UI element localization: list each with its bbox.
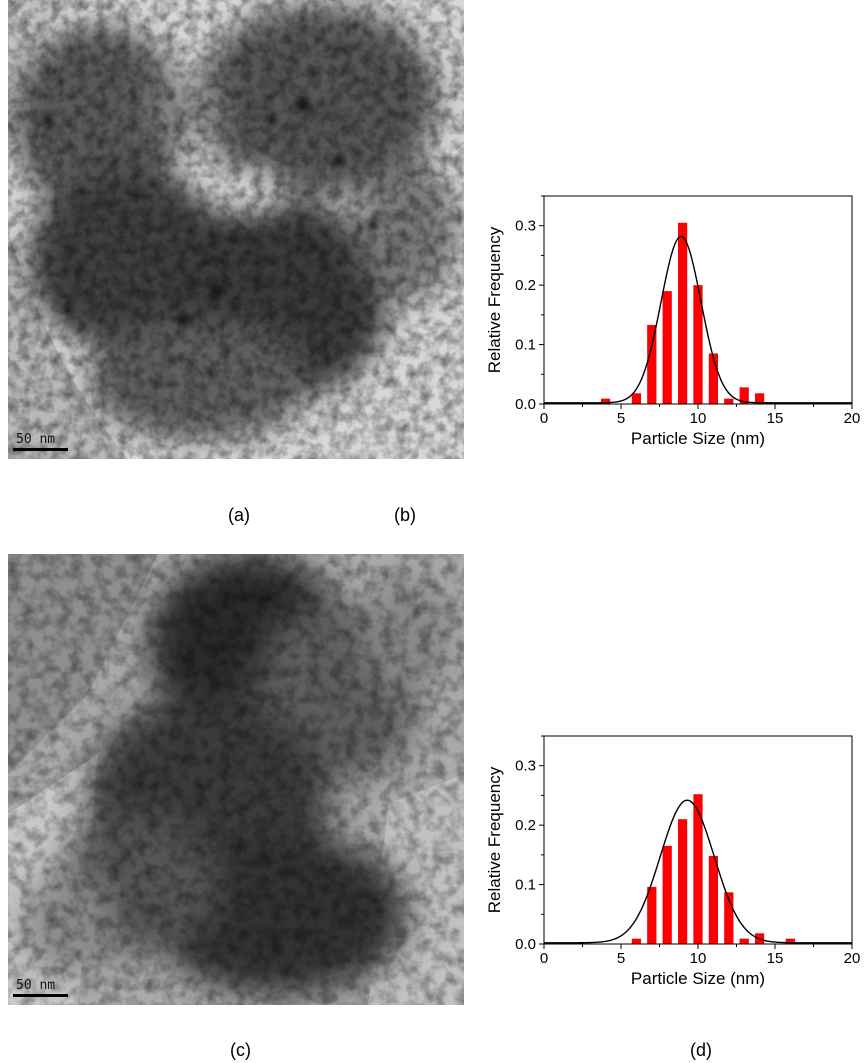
bar-d-8 <box>662 845 672 944</box>
bar-b-8 <box>662 291 672 404</box>
x-tick-label-b: 15 <box>767 410 784 427</box>
tem-micrograph-c <box>8 554 464 1005</box>
x-tick-label-d: 20 <box>844 950 861 967</box>
bar-d-13 <box>739 938 749 944</box>
scale-bar-a: 50 nm <box>13 432 68 451</box>
panel-label-a: (a) <box>228 505 250 525</box>
bar-b-7 <box>647 324 657 404</box>
bar-d-10 <box>693 794 703 944</box>
panel-label-d: (d) <box>690 1040 712 1060</box>
fit-curve-b <box>544 235 852 404</box>
bar-d-16 <box>785 938 796 944</box>
bar-b-4 <box>600 398 611 404</box>
bar-d-7 <box>647 886 657 944</box>
y-tick-label-d: 0.1 <box>515 877 536 894</box>
y-tick-label-d: 0.2 <box>515 817 536 834</box>
x-tick-label-d: 10 <box>690 950 707 967</box>
x-tick-label-b: 10 <box>690 410 707 427</box>
scale-bar-label-a: 50 nm <box>16 432 56 447</box>
tem-image-a: 50 nm <box>8 0 464 459</box>
histogram-svg-b: 0 5 10 15 20 0.0 0.1 0.2 0.3 Particle Size (nm) Re… <box>485 195 861 448</box>
y-tick-label-b: 0.2 <box>515 277 536 294</box>
panel-label-c: (c) <box>230 1040 251 1060</box>
x-axis-label-d: Particle Size (nm) <box>631 969 765 988</box>
y-tick-label-d: 0.3 <box>515 758 536 775</box>
scale-bar-label-c: 50 nm <box>16 978 56 993</box>
x-tick-label-b: 0 <box>540 410 548 427</box>
bar-b-12 <box>724 398 734 404</box>
scale-bar-line-a <box>13 448 68 451</box>
y-tick-label-b: 0.0 <box>515 396 536 413</box>
bar-b-10 <box>693 285 703 404</box>
x-axis-label-b: Particle Size (nm) <box>631 429 765 448</box>
scale-bar-line-c <box>13 994 68 997</box>
y-tick-label-b: 0.1 <box>515 337 536 354</box>
x-tick-label-d: 15 <box>767 950 784 967</box>
bar-b-9 <box>677 222 688 404</box>
x-tick-label-d: 0 <box>540 950 548 967</box>
y-tick-label-d: 0.0 <box>515 936 536 953</box>
x-tick-label-d: 5 <box>617 950 625 967</box>
y-axis-label-b: Relative Frequency <box>485 226 504 373</box>
x-tick-label-b: 20 <box>844 410 861 427</box>
x-tick-label-b: 5 <box>617 410 625 427</box>
bar-d-11 <box>708 856 719 944</box>
bar-d-12 <box>724 892 734 944</box>
bar-b-6 <box>631 393 642 404</box>
fit-curve-d <box>544 799 852 944</box>
y-axis-label-d: Relative Frequency <box>485 766 504 913</box>
bar-b-14 <box>754 393 765 404</box>
scale-bar-c: 50 nm <box>13 978 68 997</box>
panel-label-b: (b) <box>394 505 416 525</box>
histogram-svg-d: 0 5 10 15 20 0.0 0.1 0.2 0.3 Particle Size (nm) Re… <box>485 735 861 988</box>
histogram-b: 0 5 10 15 20 0.0 0.1 0.2 0.3 Particle Size (nm) Re… <box>478 190 866 455</box>
tem-image-c: 50 nm <box>8 554 464 1005</box>
histogram-d: 0 5 10 15 20 0.0 0.1 0.2 0.3 Particle Size (nm) Re… <box>478 730 866 995</box>
bar-d-9 <box>677 819 688 944</box>
y-tick-label-b: 0.3 <box>515 218 536 235</box>
bar-b-13 <box>739 387 749 404</box>
bar-b-11 <box>708 353 719 404</box>
tem-micrograph-a <box>8 0 464 459</box>
bar-d-6 <box>631 938 642 944</box>
